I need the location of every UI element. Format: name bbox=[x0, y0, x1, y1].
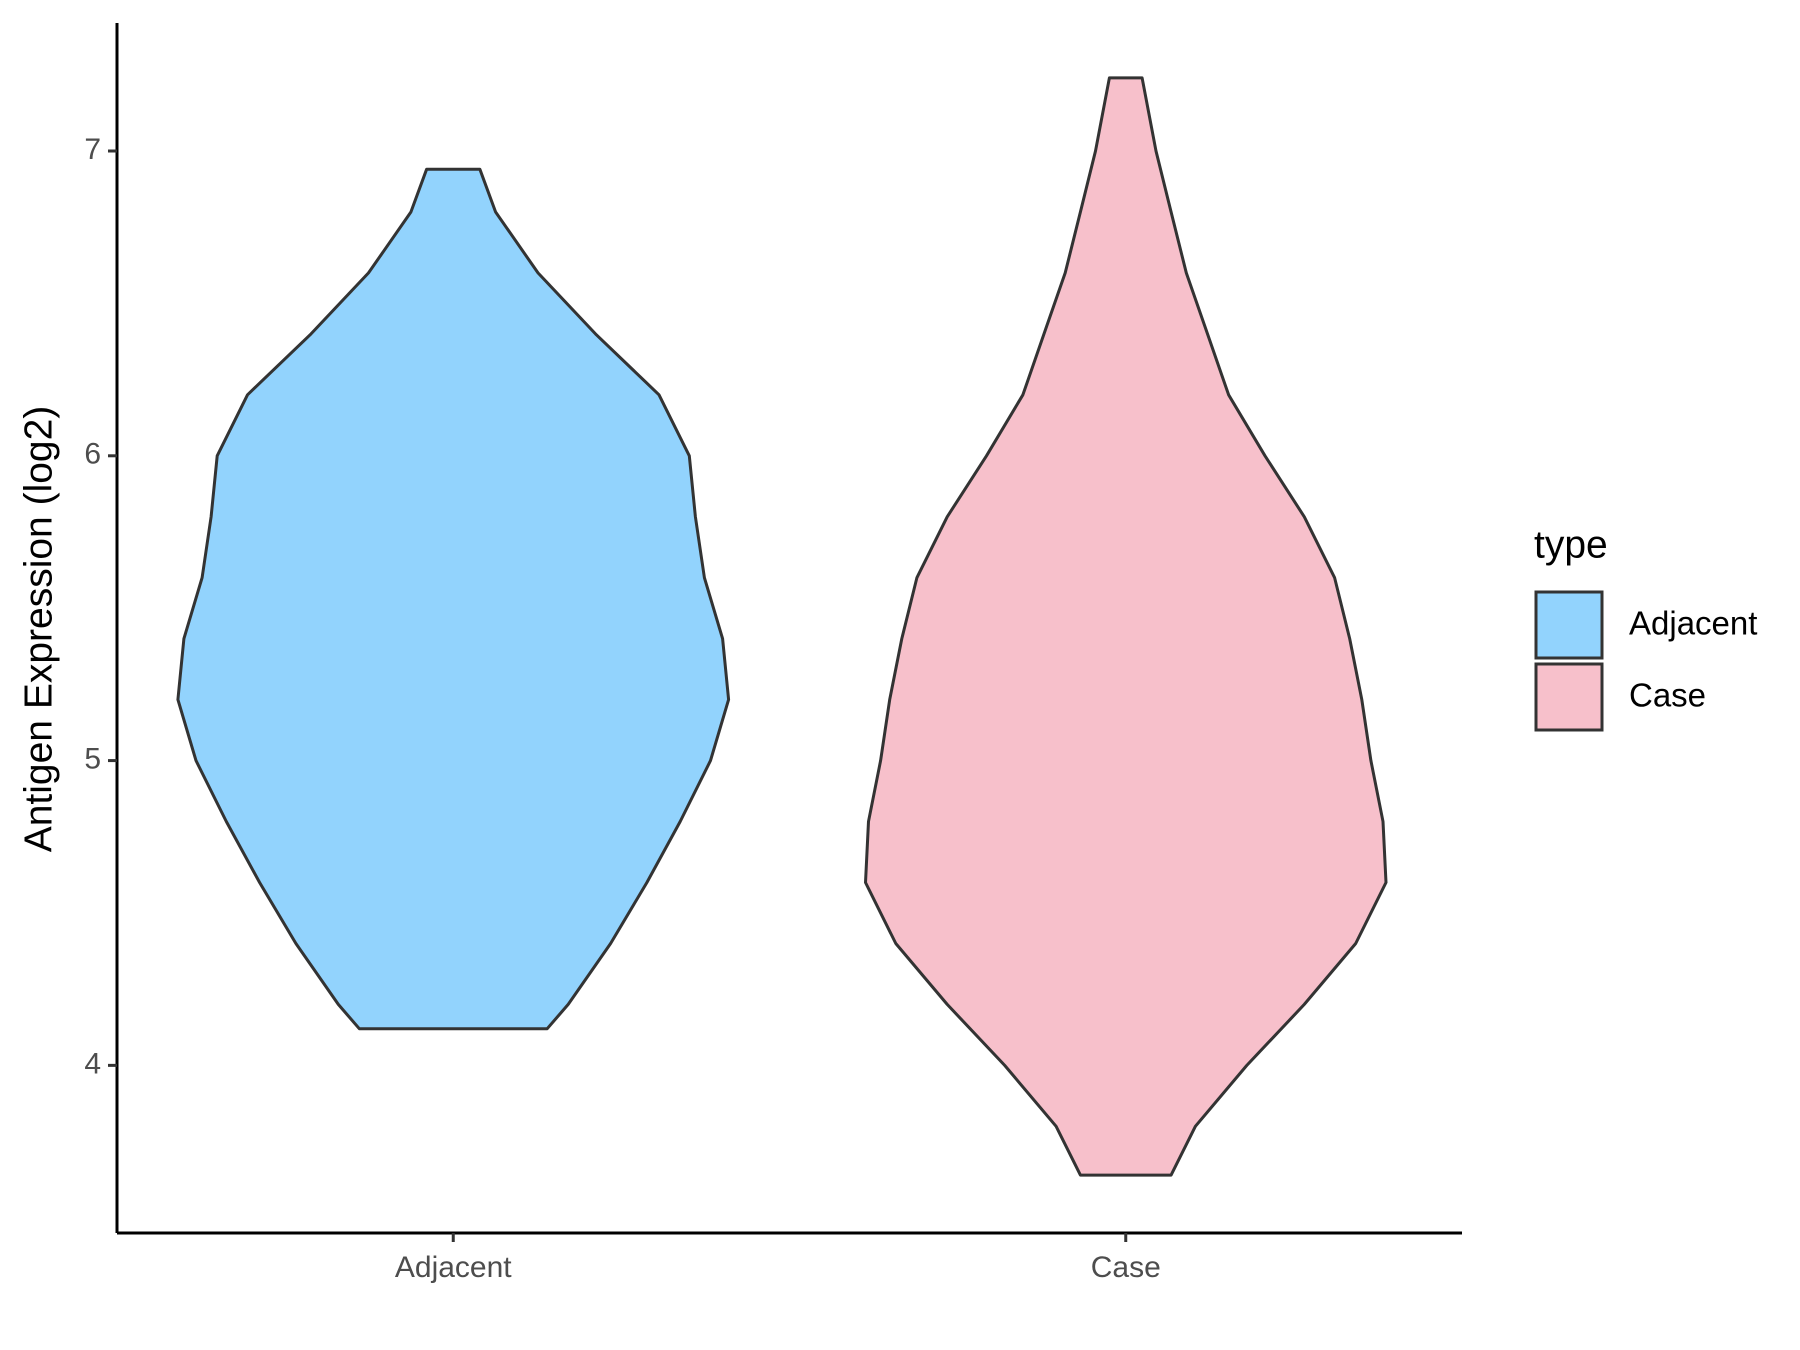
x-tick-label: Case bbox=[1091, 1251, 1161, 1284]
legend-label: Adjacent bbox=[1629, 605, 1757, 642]
y-axis-title: Antigen Expression (log2) bbox=[17, 406, 60, 853]
legend-title: type bbox=[1534, 523, 1608, 566]
legend-key bbox=[1534, 590, 1604, 660]
y-tick-label: 7 bbox=[84, 133, 101, 166]
y-tick-label: 5 bbox=[84, 743, 101, 776]
x-tick-label: Adjacent bbox=[395, 1251, 512, 1284]
legend-key bbox=[1534, 662, 1604, 732]
y-tick-label: 6 bbox=[84, 438, 101, 471]
y-tick-label: 4 bbox=[84, 1047, 101, 1080]
legend-label: Case bbox=[1629, 677, 1706, 714]
violin bbox=[176, 167, 731, 1031]
violin bbox=[864, 76, 1388, 1177]
